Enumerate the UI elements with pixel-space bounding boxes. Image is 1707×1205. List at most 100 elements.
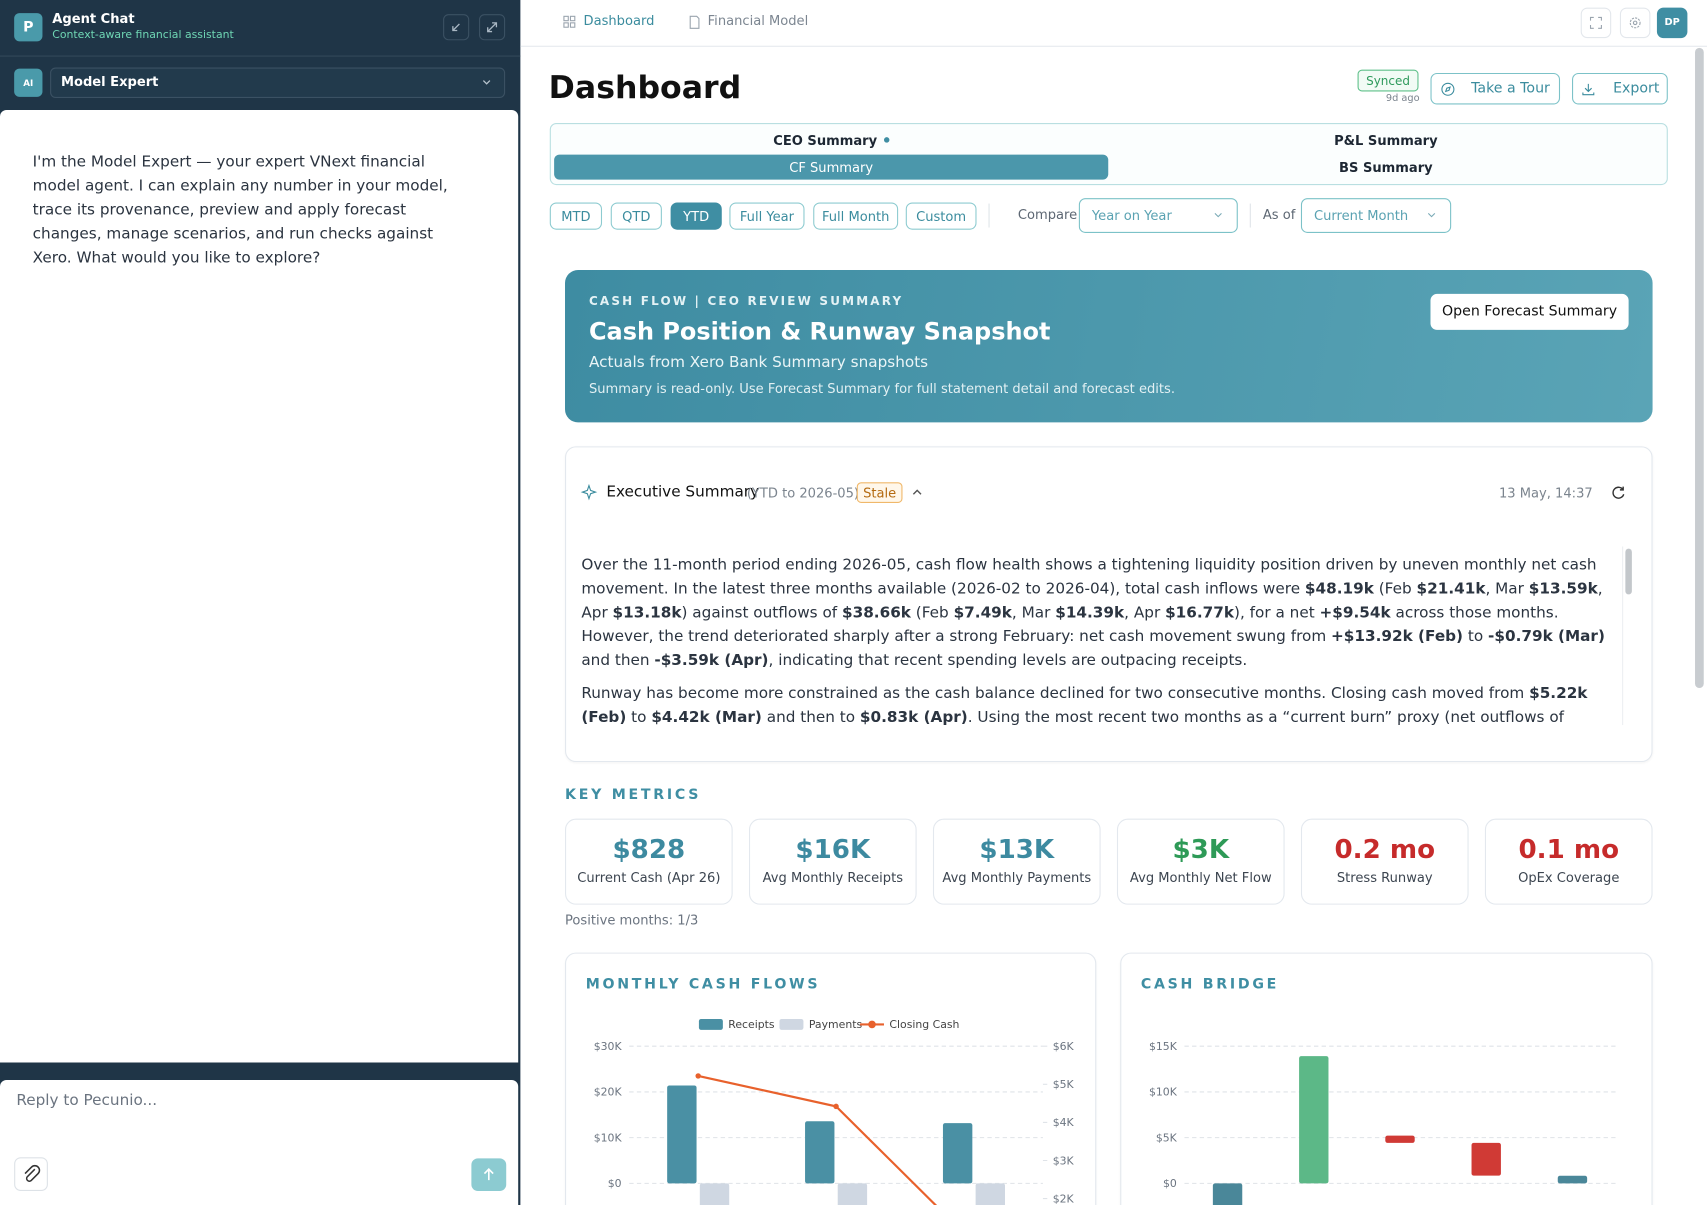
expand-icon [487, 22, 498, 33]
collapse-chevron[interactable] [911, 487, 923, 499]
fullscreen-button[interactable] [1580, 7, 1612, 39]
app-subtitle: Context-aware financial assistant [52, 29, 234, 42]
point [695, 1073, 701, 1079]
text-run: (Feb [910, 604, 954, 622]
refresh-icon[interactable] [1610, 484, 1626, 500]
summary-tab[interactable]: CF Summary [554, 154, 1109, 180]
app-avatar: P [14, 13, 43, 42]
agent-badge: AI [14, 68, 43, 97]
metric-card [1484, 818, 1653, 905]
page-title: Dashboard [548, 68, 742, 106]
metrics-footnote: Positive months: 1/3 [565, 912, 699, 928]
highlight: $14.39k [1055, 604, 1125, 622]
y2-tick-label: $2K [1053, 1192, 1075, 1205]
metric-value: 0.1 mo [1518, 833, 1620, 865]
collapse-button[interactable] [443, 14, 470, 41]
text-run: , Mar [1485, 580, 1529, 598]
highlight: +$9.54k [1319, 604, 1391, 622]
chart-layer: MONTHLY CASH FLOWS $0 $10K $20K $30K $2K $3K $4… [586, 976, 1616, 1205]
highlight: $48.19k [1304, 580, 1374, 598]
metric-card [565, 818, 733, 905]
y2-tick-label: $3K [1053, 1154, 1075, 1167]
legend-label: Closing Cash [889, 1018, 959, 1031]
y2-tick-label: $6K [1053, 1040, 1075, 1053]
compare-select[interactable]: Year on Year [1078, 198, 1238, 233]
as-of-label: As of [1262, 206, 1296, 223]
metric-label: OpEx Coverage [1518, 869, 1620, 886]
as-of-select[interactable]: Current Month [1300, 198, 1452, 233]
sync-age: 9d ago [1385, 93, 1420, 105]
summary-paragraph: Runway has become more constrained as th… [581, 681, 1617, 725]
period-button[interactable]: MTD [549, 202, 603, 230]
period-button[interactable]: YTD [670, 202, 722, 230]
metric-label: Avg Monthly Net Flow [1129, 869, 1272, 886]
tour-label: Take a Tour [1471, 80, 1550, 97]
chevron [1214, 212, 1222, 218]
text-run: to [1463, 628, 1489, 646]
text-run: , Apr [1124, 604, 1166, 622]
text-run: across those months. However, the trend … [581, 604, 1559, 646]
period-button[interactable]: Full Year [729, 202, 805, 230]
settings-button[interactable] [1619, 7, 1651, 39]
reply-box[interactable] [0, 1079, 519, 1205]
y2-tick-label: $4K [1053, 1116, 1075, 1129]
send-icon [483, 1168, 494, 1181]
metric-value: $3K [1172, 833, 1230, 865]
scrollbar[interactable] [1695, 47, 1704, 689]
settings-icon [1629, 17, 1641, 29]
highlight: $16.77k [1165, 604, 1235, 622]
y-tick-label: $20K [594, 1086, 623, 1099]
chart-card [1120, 952, 1653, 1205]
divider [0, 55, 521, 57]
line [697, 1074, 938, 1205]
period-button[interactable]: Full Month [813, 202, 899, 230]
period-button[interactable]: QTD [610, 202, 662, 230]
banner-eyebrow: CASH FLOW | CEO REVIEW SUMMARY [588, 293, 904, 309]
summary-tab[interactable]: CEO Summary [554, 127, 1108, 152]
nav-tab[interactable]: Financial Model [707, 13, 809, 29]
sparkle-icon [580, 483, 598, 501]
chevron [1427, 212, 1436, 218]
summary-tab[interactable]: P&L Summary [1334, 132, 1438, 148]
banner-subtitle: Actuals from Xero Bank Summary snapshots [588, 353, 929, 372]
export-button[interactable]: Export [1572, 72, 1668, 105]
summary-scope: (YTD to 2026-05) [746, 485, 860, 501]
legend-swatch [868, 1020, 876, 1029]
y-tick-label: $15K [1149, 1040, 1178, 1053]
summary-tab[interactable]: BS Summary [1339, 159, 1433, 175]
send-button[interactable] [471, 1158, 507, 1191]
tour-button[interactable]: Take a Tour [1430, 72, 1561, 105]
scroll-thumb[interactable] [1625, 548, 1632, 595]
metric-card [748, 818, 917, 905]
fullscreen-icon [1589, 16, 1602, 29]
period-button[interactable]: Custom [905, 202, 977, 230]
attach-button[interactable] [14, 1157, 48, 1191]
bar [1471, 1142, 1501, 1176]
point [833, 1103, 839, 1110]
text-run: Over the 11-month period ending 2026-05,… [581, 556, 1597, 598]
legend-label: Receipts [728, 1018, 775, 1031]
nav-tab[interactable]: Dashboard [583, 13, 655, 29]
text-run: (Feb [1373, 580, 1417, 598]
expand-button[interactable] [479, 14, 506, 41]
text-scrollbar[interactable] [1622, 546, 1634, 726]
text-run: to [626, 708, 652, 726]
text-run: and then [581, 652, 655, 670]
agent-select[interactable] [50, 67, 506, 98]
forecast-button[interactable]: Open Forecast Summary [1430, 293, 1629, 330]
metric-value: 0.2 mo [1334, 833, 1436, 865]
app-title: Agent Chat [52, 10, 135, 27]
user-avatar[interactable]: DP [1656, 7, 1688, 39]
y-tick-label: $0 [608, 1177, 622, 1190]
compare-label: Compare [1017, 206, 1078, 223]
legend-swatch [698, 1018, 723, 1030]
summary-paragraph: Over the 11-month period ending 2026-05,… [581, 553, 1617, 673]
reply-placeholder: Reply to Pecunio... [16, 1091, 158, 1110]
as-of-value: Current Month [1314, 207, 1409, 224]
text-run: , indicating that recent spending levels… [768, 652, 1248, 670]
highlight: $0.83k (Apr) [859, 708, 968, 726]
timestamp: 13 May, 14:37 [1498, 485, 1593, 501]
